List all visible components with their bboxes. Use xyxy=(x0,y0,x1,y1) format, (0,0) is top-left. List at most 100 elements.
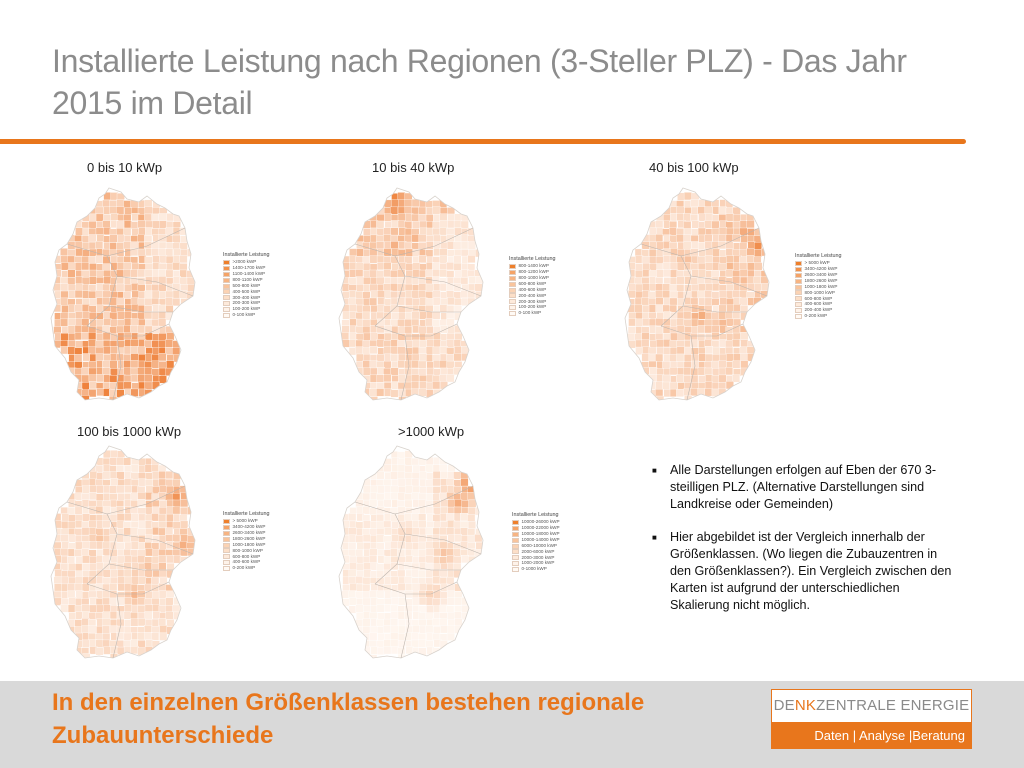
legend-entry: 10000-22000 kWP xyxy=(521,525,560,531)
germany-outline xyxy=(50,445,196,659)
plz-region xyxy=(103,192,112,201)
map-germany-100-1000kwp xyxy=(50,445,196,659)
state-border xyxy=(396,563,461,571)
plz-region xyxy=(82,353,91,362)
legend-row: 3400-4200 kWP xyxy=(795,266,841,272)
plz-region xyxy=(145,548,154,557)
plz-region xyxy=(166,619,175,628)
plz-region xyxy=(131,576,140,585)
plz-region xyxy=(655,297,664,306)
plz-region xyxy=(356,563,364,572)
plz-region xyxy=(669,262,678,271)
state-border xyxy=(116,275,194,297)
plz-region xyxy=(740,339,749,348)
plz-region xyxy=(705,283,714,292)
legend-row: 1800-2600 kWP xyxy=(223,536,269,542)
plz-region xyxy=(130,541,139,550)
plz-region xyxy=(109,326,118,335)
plz-region xyxy=(412,339,421,348)
plz-region xyxy=(159,255,168,264)
plz-region xyxy=(60,548,69,557)
plz-region xyxy=(697,242,706,251)
plz-region xyxy=(137,325,146,334)
plz-region xyxy=(705,346,714,355)
plz-region xyxy=(439,248,448,257)
plz-region xyxy=(130,374,139,383)
plz-region xyxy=(398,396,407,400)
plz-region xyxy=(158,618,167,627)
plz-region xyxy=(432,311,441,320)
state-border xyxy=(400,593,410,658)
legend-row: 400-500 kWP xyxy=(223,289,269,295)
plz-region xyxy=(158,590,167,599)
plz-region xyxy=(649,227,658,236)
plz-region xyxy=(691,284,700,292)
state-border xyxy=(112,335,122,400)
plz-region xyxy=(180,520,189,529)
plz-region xyxy=(82,513,91,522)
plz-region xyxy=(341,590,350,599)
plz-region xyxy=(383,248,392,257)
plz-region xyxy=(355,269,364,278)
plz-region xyxy=(404,241,413,250)
plz-region xyxy=(137,492,146,501)
plz-region xyxy=(739,262,748,271)
legend-entry: 200-400 kWP xyxy=(518,292,547,298)
plz-region xyxy=(88,221,97,230)
plz-region xyxy=(376,388,385,397)
state-border xyxy=(86,323,170,337)
plz-region xyxy=(369,269,378,278)
plz-region xyxy=(397,346,406,355)
legend-swatch xyxy=(509,281,516,287)
state-border xyxy=(394,227,474,257)
plz-region xyxy=(356,276,365,285)
plz-region xyxy=(411,583,420,592)
plz-region xyxy=(391,597,400,606)
plz-region xyxy=(418,597,427,606)
plz-region xyxy=(648,291,657,300)
plz-region xyxy=(88,332,97,341)
plz-region xyxy=(341,283,350,292)
plz-region xyxy=(704,297,713,306)
plz-region xyxy=(418,206,427,215)
plz-region xyxy=(460,513,469,522)
plz-region xyxy=(732,214,741,223)
plz-region xyxy=(110,450,119,459)
plz-region xyxy=(446,374,455,383)
plz-region xyxy=(89,485,98,494)
plz-region xyxy=(109,375,118,383)
plz-region xyxy=(411,457,420,466)
plz-region xyxy=(683,234,692,243)
plz-region xyxy=(439,213,448,222)
plz-region xyxy=(158,353,167,362)
plz-region xyxy=(95,255,104,264)
plz-region xyxy=(159,220,168,229)
plz-region xyxy=(698,269,706,278)
legend-row: 0-200 kWP xyxy=(795,314,841,320)
state-border xyxy=(404,533,482,555)
plz-region xyxy=(116,242,125,251)
plz-region xyxy=(732,325,741,334)
plz-region xyxy=(725,340,734,349)
plz-region xyxy=(704,255,713,264)
plz-region xyxy=(53,590,62,599)
plz-region xyxy=(67,521,76,530)
plz-region xyxy=(446,478,455,487)
legend-entry: 6000-10000 kWP xyxy=(521,542,558,548)
plz-region xyxy=(165,248,174,257)
plz-region xyxy=(151,513,160,522)
plz-region xyxy=(341,520,350,529)
legend-swatch xyxy=(795,284,802,290)
plz-region xyxy=(390,241,399,250)
plz-region xyxy=(432,598,441,607)
legend-title: Installierte Leistung xyxy=(223,511,270,517)
legend-swatch xyxy=(223,524,230,530)
legend-entry: 400-500 kWP xyxy=(232,288,261,294)
map-label-100-1000kwp: 100 bis 1000 kWp xyxy=(77,424,182,439)
plz-region xyxy=(732,290,741,299)
plz-region xyxy=(158,555,167,564)
plz-region xyxy=(116,471,125,480)
plz-region xyxy=(453,262,462,271)
plz-region xyxy=(683,319,692,328)
plz-region xyxy=(747,228,756,237)
